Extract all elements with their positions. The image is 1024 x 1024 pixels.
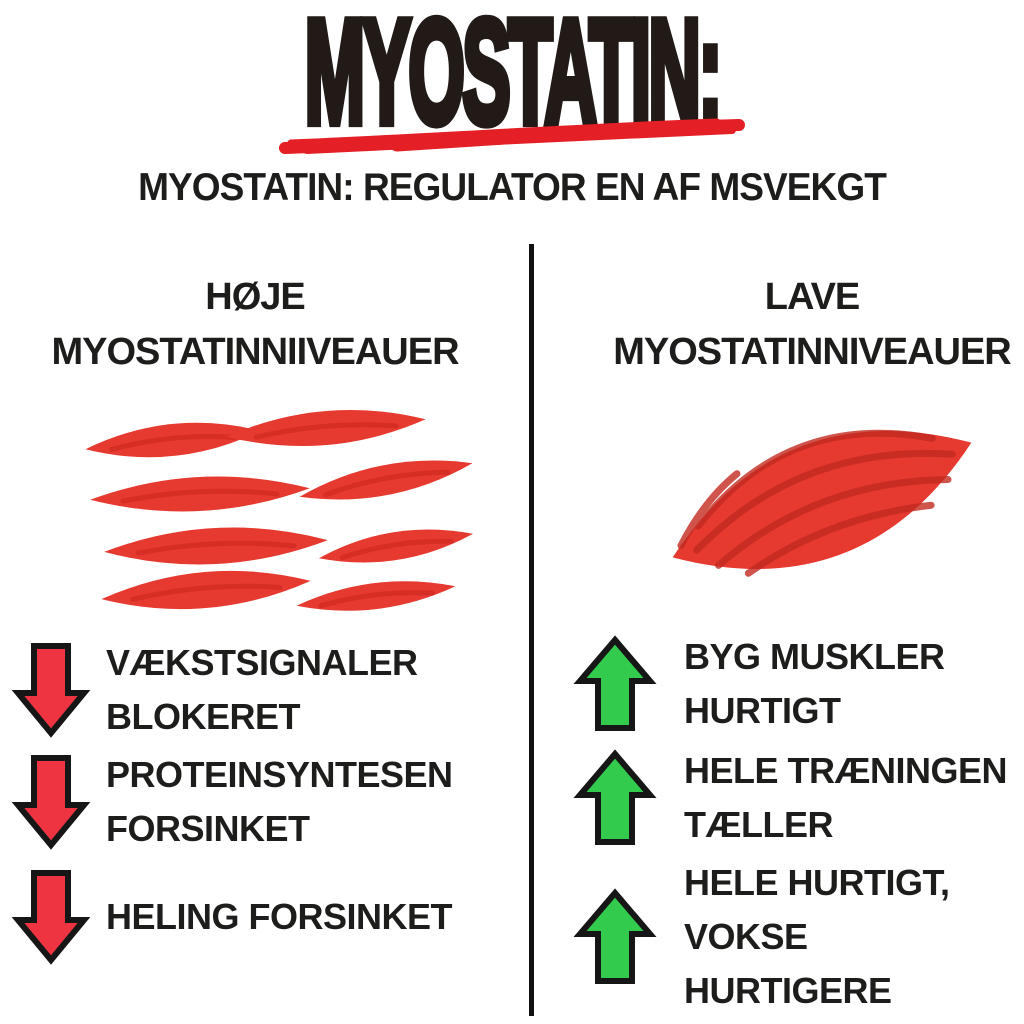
subtitle: MYOSTATIN: REGULATOR EN AF MSVEKGT bbox=[138, 166, 887, 209]
right-heading-line1: LAVE bbox=[764, 276, 861, 318]
thin-muscle-fibers-illustration bbox=[85, 409, 474, 611]
item-label-line: VOKSE HURTIGERE bbox=[684, 916, 892, 1011]
down-arrow-icon bbox=[11, 870, 91, 965]
large-muscle-illustration bbox=[672, 429, 972, 577]
left-heading-line2: MYOSTATINNIIVEAUER bbox=[51, 331, 459, 374]
right-column-heading: LAVE MYOSTATINNIVEAUER bbox=[592, 270, 1024, 380]
item-label-line: TÆLLER bbox=[684, 804, 833, 845]
list-item: HELE HURTIGT, VOKSE HURTIGERE bbox=[573, 856, 1024, 1018]
list-item: HELING FORSINKET bbox=[11, 868, 453, 966]
list-item: PROTEINSYNTESEN FORSINKET bbox=[11, 748, 453, 856]
item-label-line: BLOKERET bbox=[106, 696, 300, 737]
item-label-line: PROTEINSYNTESEN bbox=[106, 754, 453, 795]
item-label-line: HELE TRÆNINGEN bbox=[684, 750, 1008, 791]
title-underline-scribble-icon bbox=[279, 118, 745, 154]
item-label-line: HELING FORSINKET bbox=[106, 896, 453, 937]
list-item: HELE TRÆNINGEN TÆLLER bbox=[573, 744, 1008, 852]
down-arrow-icon bbox=[11, 755, 91, 850]
left-heading-line1: HØJE bbox=[205, 276, 305, 318]
up-arrow-icon bbox=[573, 749, 657, 845]
item-label-line: HELE HURTIGT, bbox=[684, 862, 950, 903]
column-divider bbox=[529, 244, 534, 1016]
right-heading-line2: MYOSTATINNIVEAUER bbox=[613, 331, 1012, 374]
up-arrow-icon bbox=[573, 888, 657, 984]
list-item: BYG MUSKLER HURTIGT bbox=[573, 630, 945, 738]
item-label-line: HURTIGT bbox=[684, 690, 841, 731]
up-arrow-icon bbox=[573, 635, 657, 731]
list-item: VÆKSTSIGNALER BLOKERET bbox=[11, 636, 418, 744]
item-label-line: VÆKSTSIGNALER bbox=[106, 642, 418, 683]
left-column-heading: HØJE MYOSTATINNIIVEAUER bbox=[20, 270, 490, 380]
item-label-line: BYG MUSKLER bbox=[684, 636, 945, 677]
item-label-line: FORSINKET bbox=[106, 808, 310, 849]
down-arrow-icon bbox=[11, 643, 91, 738]
